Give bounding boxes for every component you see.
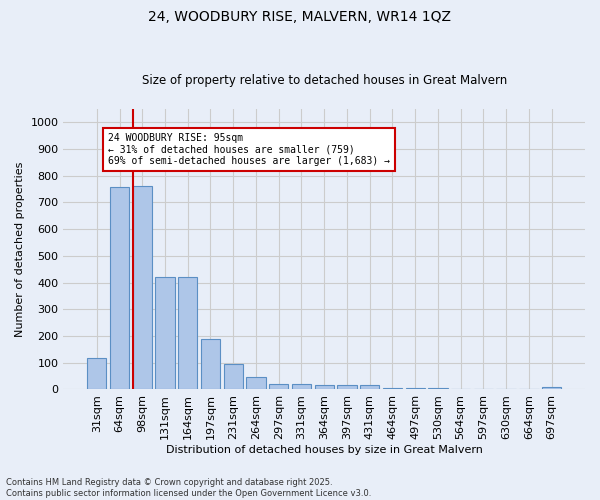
Bar <box>451 389 470 390</box>
Bar <box>314 386 334 390</box>
Text: 24 WOODBURY RISE: 95sqm
← 31% of detached houses are smaller (759)
69% of semi-d: 24 WOODBURY RISE: 95sqm ← 31% of detache… <box>108 133 390 166</box>
Bar <box>110 187 129 390</box>
Bar <box>247 376 266 390</box>
Bar <box>269 384 289 390</box>
Bar <box>383 388 402 390</box>
Text: Contains HM Land Registry data © Crown copyright and database right 2025.
Contai: Contains HM Land Registry data © Crown c… <box>6 478 371 498</box>
Bar <box>178 278 197 390</box>
Title: Size of property relative to detached houses in Great Malvern: Size of property relative to detached ho… <box>142 74 507 87</box>
Text: 24, WOODBURY RISE, MALVERN, WR14 1QZ: 24, WOODBURY RISE, MALVERN, WR14 1QZ <box>149 10 452 24</box>
Bar <box>87 358 106 390</box>
X-axis label: Distribution of detached houses by size in Great Malvern: Distribution of detached houses by size … <box>166 445 482 455</box>
Bar <box>360 384 379 390</box>
Bar <box>474 389 493 390</box>
Bar <box>292 384 311 390</box>
Bar <box>155 278 175 390</box>
Bar <box>406 388 425 390</box>
Y-axis label: Number of detached properties: Number of detached properties <box>15 162 25 337</box>
Bar <box>428 388 448 390</box>
Bar <box>201 338 220 390</box>
Bar <box>224 364 243 390</box>
Bar <box>542 388 561 390</box>
Bar <box>337 384 356 390</box>
Bar <box>133 186 152 390</box>
